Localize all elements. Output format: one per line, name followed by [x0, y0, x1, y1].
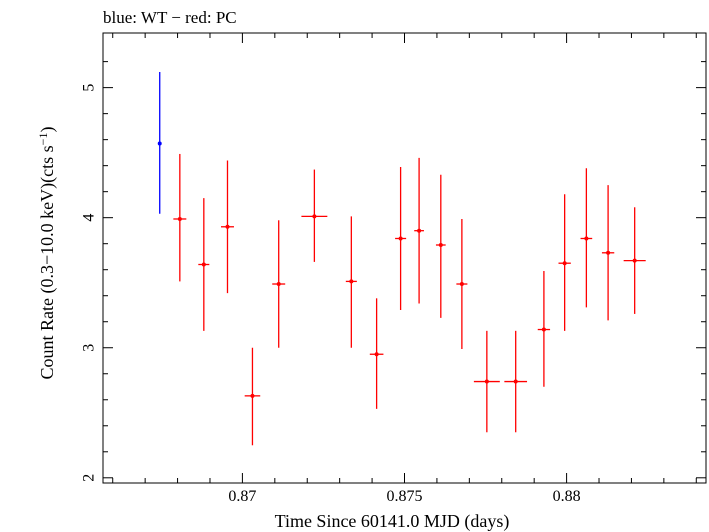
data-point	[276, 282, 281, 287]
y-tick-label: 5	[81, 84, 98, 92]
data-point	[312, 214, 317, 219]
x-tick-label: 0.875	[387, 488, 423, 505]
y-tick-label: 3	[81, 344, 98, 352]
data-point	[459, 282, 464, 287]
data-point	[398, 236, 403, 241]
x-axis-label: Time Since 60141.0 MJD (days)	[275, 511, 510, 532]
y-axis-label-tail: )	[37, 127, 58, 133]
axis-ticks	[103, 33, 706, 483]
y-axis-label-main: Count Rate (0.3−10.0 keV)(cts s	[37, 145, 58, 379]
data-point	[349, 279, 354, 284]
data-point	[374, 352, 379, 357]
y-tick-label: 2	[81, 474, 98, 482]
data-point	[513, 379, 518, 384]
data-point	[438, 242, 443, 247]
data-point	[584, 236, 589, 241]
y-axis-label: Count Rate (0.3−10.0 keV)(cts s−1)	[36, 127, 58, 380]
y-tick-label: 4	[81, 214, 98, 222]
data-point	[250, 393, 255, 398]
chart-title: blue: WT − red: PC	[103, 8, 237, 27]
x-tick-label: 0.87	[228, 488, 256, 505]
data-point	[562, 261, 567, 266]
data-point	[201, 262, 206, 267]
data-series	[157, 72, 646, 446]
x-tick-labels: 0.87 0.875 0.88	[228, 488, 580, 505]
y-tick-labels: 2 3 4 5	[81, 84, 98, 482]
data-point	[606, 250, 611, 255]
data-point	[484, 379, 489, 384]
data-point	[157, 141, 162, 146]
series-pc	[173, 153, 646, 446]
x-tick-label: 0.88	[553, 488, 581, 505]
data-point	[417, 228, 422, 233]
data-point	[225, 224, 230, 229]
y-axis-label-superscript: −1	[36, 133, 50, 146]
data-point	[541, 327, 546, 332]
data-point	[632, 258, 637, 263]
series-wt	[157, 72, 162, 214]
data-point	[177, 216, 182, 221]
